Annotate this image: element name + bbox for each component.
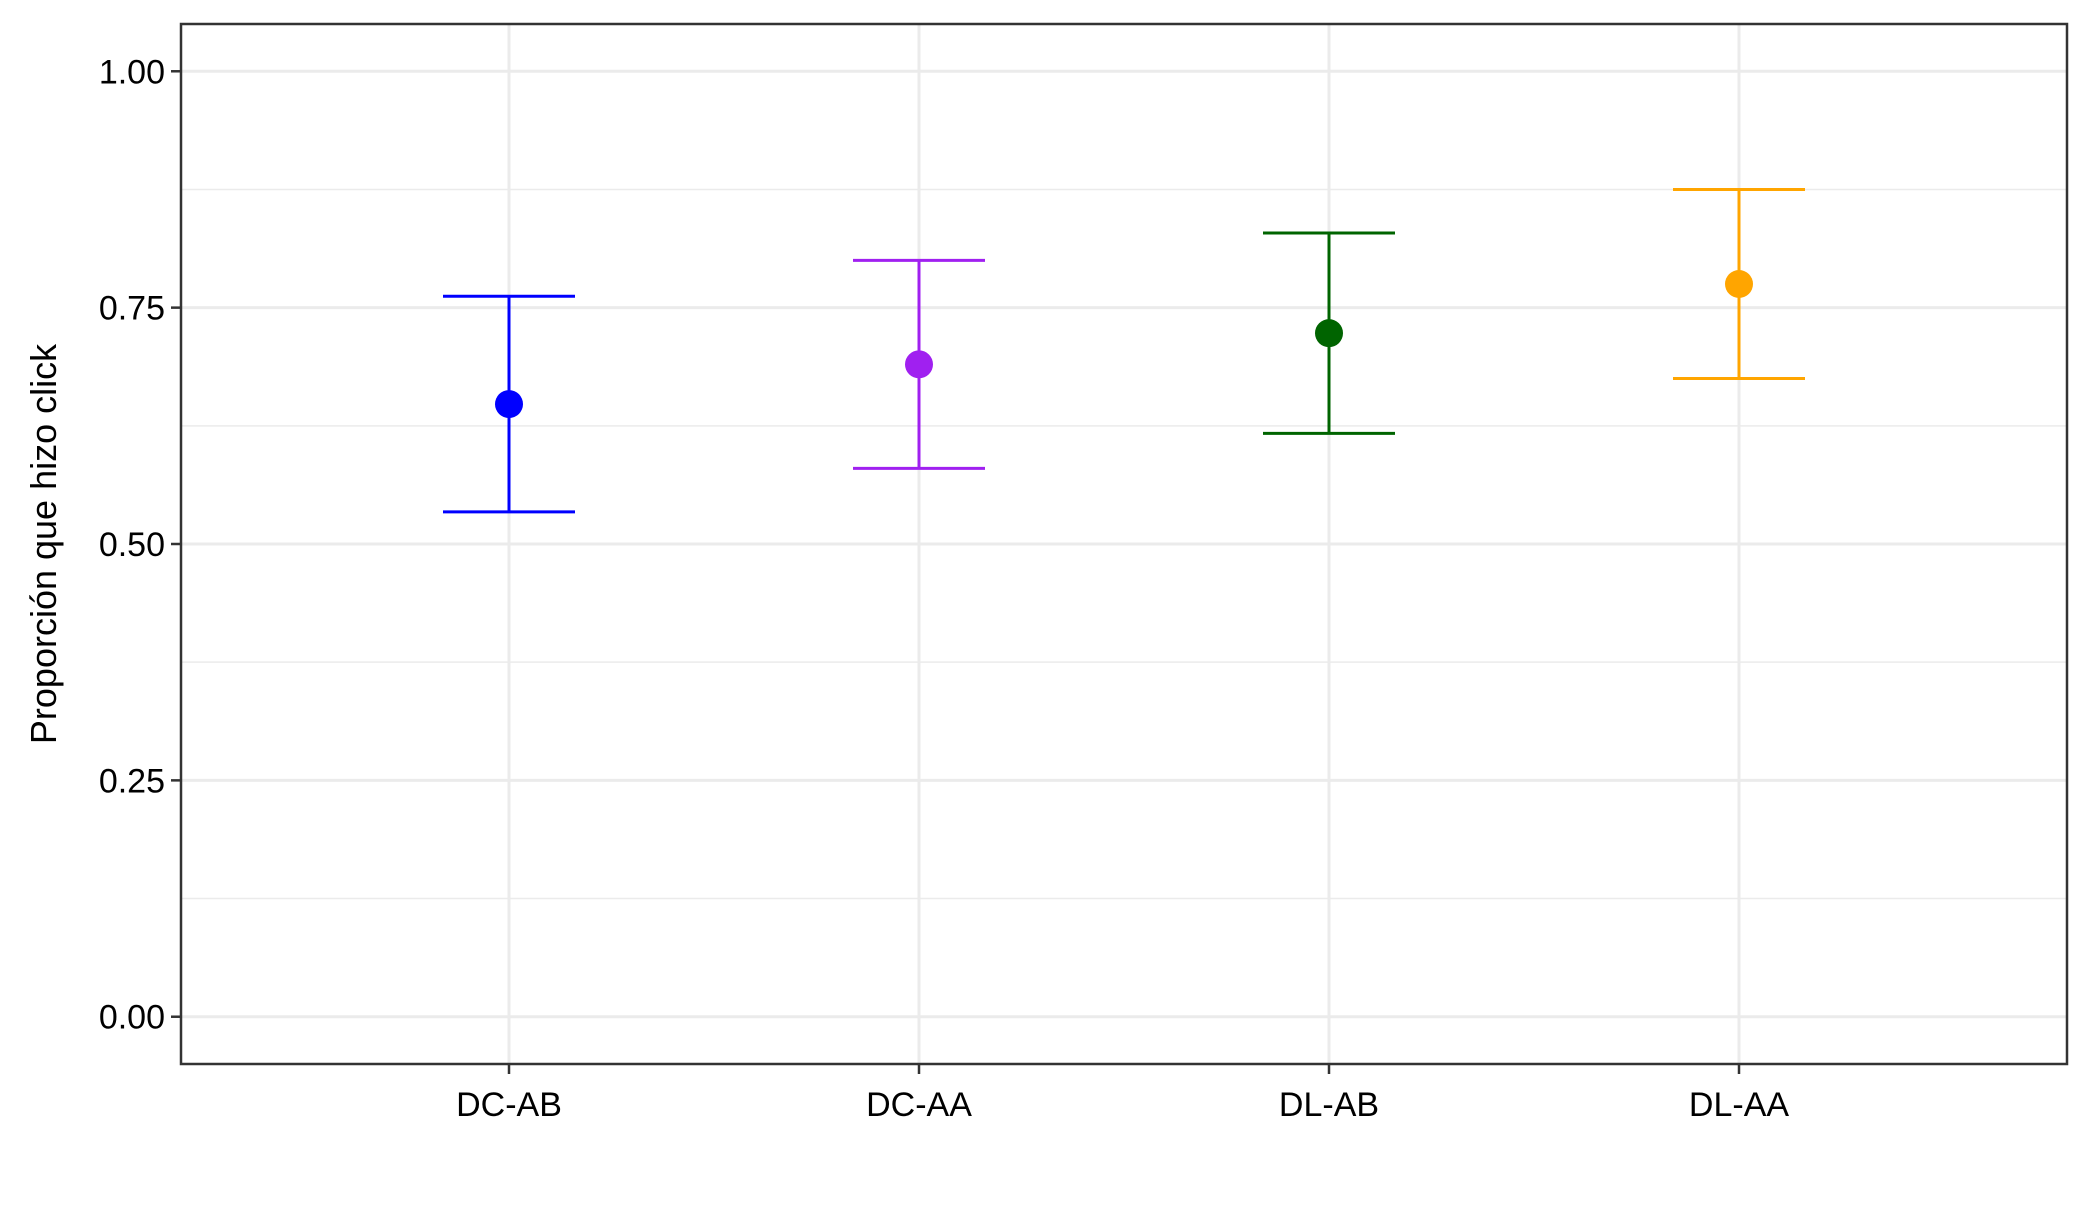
y-tick-label: 0.25 — [99, 762, 165, 800]
y-axis-title: Proporción que hizo click — [23, 343, 64, 744]
y-tick-label: 0.00 — [99, 999, 165, 1037]
y-tick-label: 0.50 — [99, 526, 165, 564]
errorbar-group — [853, 258, 985, 470]
errorbar-group — [443, 294, 575, 514]
x-tick-label: DL-AA — [1689, 1086, 1789, 1124]
data-point — [905, 350, 933, 379]
x-tick-label: DL-AB — [1279, 1086, 1379, 1124]
data-point — [495, 390, 523, 419]
data-point — [1725, 270, 1753, 298]
marks-layer — [443, 187, 1805, 514]
x-tick-label: DC-AB — [456, 1086, 562, 1124]
grid-layer — [181, 24, 2067, 1064]
x-tick-label: DC-AA — [866, 1086, 972, 1124]
y-tick-label: 0.75 — [99, 290, 165, 328]
y-tick-label: 1.00 — [99, 53, 165, 91]
errorbar-group — [1263, 231, 1395, 435]
axes-layer: 0.00 0.25 0.50 0.75 1.00 DC-AB DC-AA DL-AB DL-AA — [99, 53, 1790, 1124]
data-point — [1315, 319, 1343, 348]
errorbar-group — [1673, 187, 1805, 381]
